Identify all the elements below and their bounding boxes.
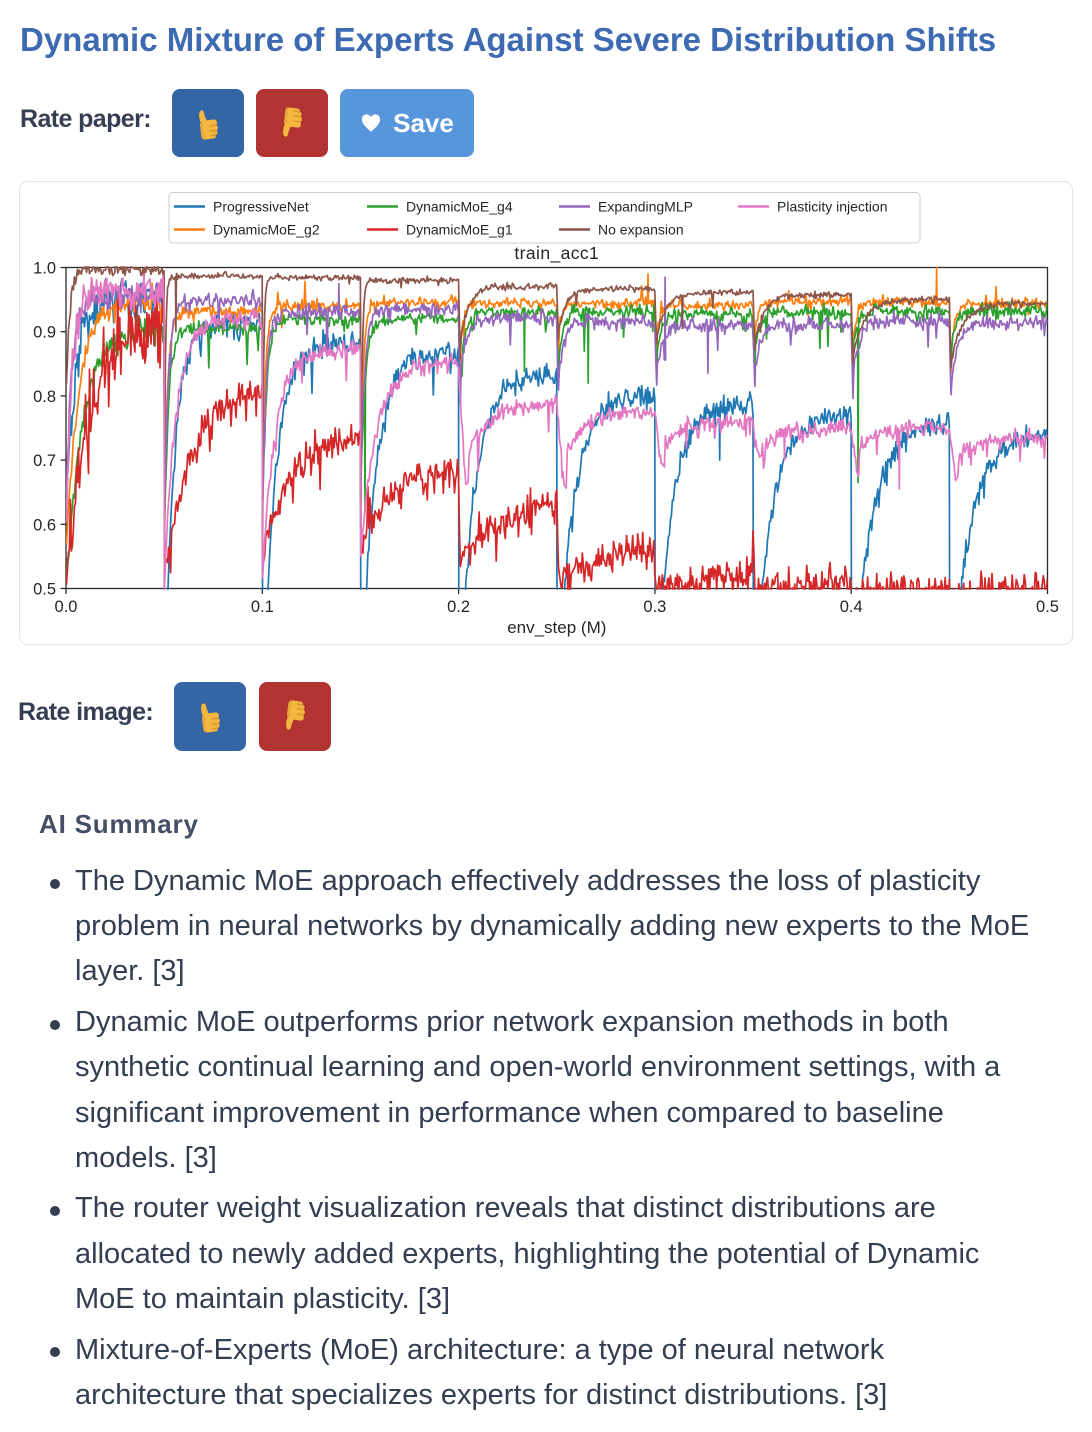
svg-text:0.4: 0.4 (840, 598, 863, 616)
svg-text:0.9: 0.9 (33, 324, 56, 342)
svg-text:0.2: 0.2 (447, 598, 470, 616)
svg-text:env_step (M): env_step (M) (507, 618, 606, 637)
svg-text:No expansion: No expansion (598, 222, 684, 238)
svg-text:ExpandingMLP: ExpandingMLP (598, 199, 693, 215)
svg-text:ProgressiveNet: ProgressiveNet (213, 199, 309, 215)
svg-text:Plasticity injection: Plasticity injection (777, 199, 888, 215)
svg-text:train_acc1: train_acc1 (514, 243, 599, 264)
svg-text:0.0: 0.0 (55, 598, 78, 616)
svg-text:DynamicMoE_g1: DynamicMoE_g1 (406, 222, 513, 238)
svg-text:DynamicMoE_g4: DynamicMoE_g4 (406, 199, 513, 215)
svg-text:0.5: 0.5 (1036, 598, 1059, 616)
svg-text:0.3: 0.3 (643, 598, 666, 616)
svg-text:1.0: 1.0 (33, 260, 56, 278)
svg-text:DynamicMoE_g2: DynamicMoE_g2 (213, 222, 320, 238)
svg-text:0.6: 0.6 (33, 516, 56, 534)
svg-text:0.5: 0.5 (33, 581, 56, 599)
svg-text:0.8: 0.8 (33, 388, 56, 406)
svg-text:0.1: 0.1 (251, 598, 274, 616)
svg-text:0.7: 0.7 (33, 452, 56, 470)
